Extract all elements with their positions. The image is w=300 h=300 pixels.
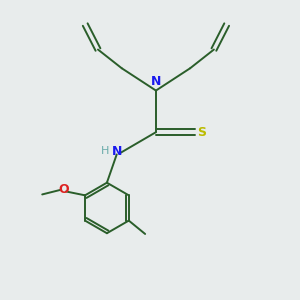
Text: O: O [58, 184, 69, 196]
Text: S: S [197, 126, 206, 139]
Text: N: N [151, 75, 161, 88]
Text: N: N [112, 145, 122, 158]
Text: H: H [100, 146, 109, 156]
